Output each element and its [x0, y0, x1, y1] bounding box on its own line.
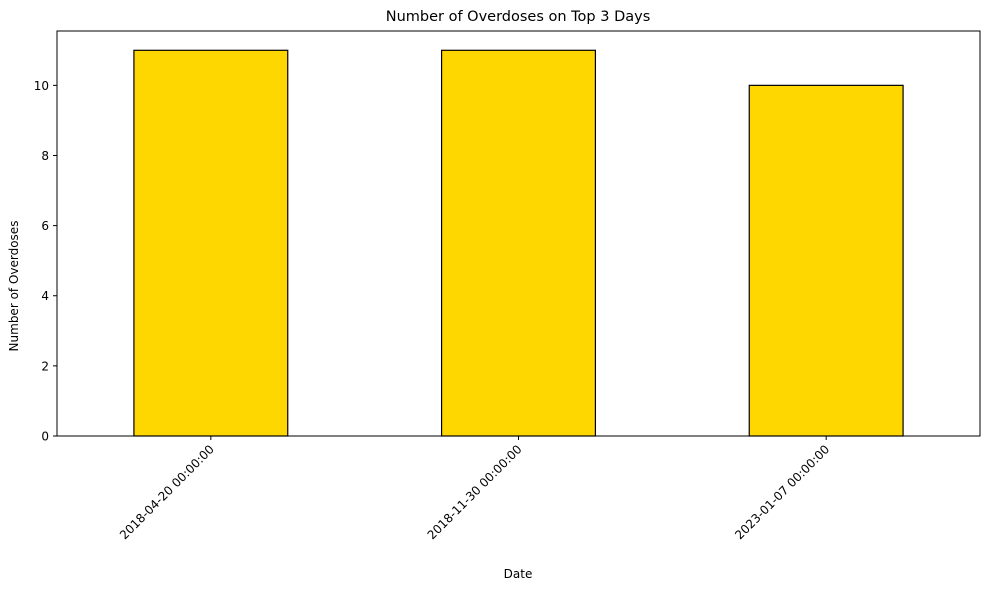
y-tick-label: 10: [34, 79, 49, 93]
x-tick-label: 2018-11-30 00:00:00: [425, 442, 525, 542]
bar: [748, 84, 904, 437]
plot-area: 0 2 4 6 8 10 2018-04-20 00:00:00 2018-11-30 00:…: [34, 30, 981, 542]
y-tick-label: 4: [41, 289, 49, 303]
x-axis-label: Date: [504, 567, 533, 581]
bar: [133, 49, 289, 437]
y-tick-label: 2: [41, 359, 49, 373]
y-tick-label: 0: [41, 430, 49, 444]
y-axis-label: Number of Overdoses: [7, 221, 21, 352]
bar: [440, 49, 597, 437]
y-tick-label: 8: [41, 149, 49, 163]
x-tick-label: 2023-01-07 00:00:00: [732, 442, 832, 542]
chart-title: Number of Overdoses on Top 3 Days: [386, 9, 651, 25]
x-tick-label: 2018-04-20 00:00:00: [117, 442, 217, 542]
y-tick-label: 6: [41, 219, 49, 233]
